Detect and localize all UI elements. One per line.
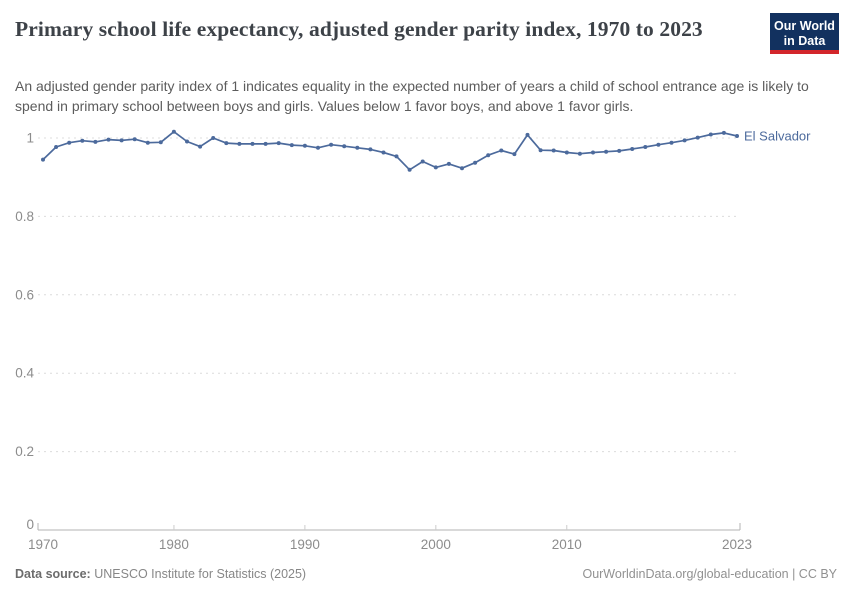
y-tick-label-0.2: 0.2 bbox=[15, 444, 34, 459]
data-source-label: Data source: bbox=[15, 567, 91, 581]
owid-logo[interactable]: Our World in Data bbox=[770, 13, 839, 54]
data-point bbox=[512, 152, 517, 157]
y-tick-label-0.8: 0.8 bbox=[15, 209, 34, 224]
data-point bbox=[119, 138, 124, 143]
data-point bbox=[682, 138, 687, 143]
data-point bbox=[67, 140, 72, 145]
data-point bbox=[41, 157, 45, 162]
data-point bbox=[250, 141, 255, 146]
data-point bbox=[433, 165, 438, 170]
data-point bbox=[617, 148, 622, 153]
chart-footer: Data source: UNESCO Institute for Statis… bbox=[15, 567, 837, 581]
y-tick-label-0.6: 0.6 bbox=[15, 287, 34, 302]
chart-subtitle: An adjusted gender parity index of 1 ind… bbox=[15, 78, 809, 114]
data-point bbox=[171, 129, 176, 134]
data-point bbox=[538, 148, 543, 153]
data-point bbox=[721, 130, 726, 135]
logo-line-1: Our World bbox=[774, 18, 835, 33]
data-point bbox=[460, 166, 464, 171]
data-point bbox=[420, 159, 425, 164]
data-point bbox=[316, 145, 320, 150]
data-source-value: UNESCO Institute for Statistics (2025) bbox=[94, 567, 307, 581]
x-tick-label-1990: 1990 bbox=[290, 537, 320, 552]
data-point bbox=[486, 153, 491, 158]
logo-line-2: in Data bbox=[783, 33, 826, 48]
x-tick-label-2000: 2000 bbox=[421, 537, 451, 552]
x-tick-label-1980: 1980 bbox=[159, 537, 189, 552]
data-point bbox=[499, 148, 504, 153]
data-point bbox=[695, 135, 700, 140]
data-point bbox=[394, 154, 399, 159]
y-tick-label-1: 1 bbox=[26, 131, 34, 146]
data-point bbox=[342, 144, 347, 149]
data-point bbox=[604, 149, 609, 154]
data-point bbox=[630, 147, 635, 151]
data-point bbox=[224, 141, 229, 146]
series-end-label: El Salvador bbox=[744, 129, 811, 144]
data-point bbox=[656, 142, 661, 147]
data-point bbox=[145, 140, 150, 145]
data-point bbox=[289, 143, 294, 148]
data-point bbox=[54, 145, 59, 149]
x-tick-label-1970: 1970 bbox=[28, 537, 58, 552]
data-point bbox=[551, 148, 556, 153]
data-point bbox=[564, 150, 569, 155]
y-tick-label-0.4: 0.4 bbox=[15, 366, 34, 381]
x-tick-label-2023: 2023 bbox=[722, 537, 752, 552]
x-tick-label-2010: 2010 bbox=[552, 537, 582, 552]
data-point bbox=[525, 132, 530, 137]
data-point bbox=[591, 150, 595, 155]
data-point bbox=[158, 140, 163, 145]
series-line-el-salvador bbox=[42, 130, 738, 171]
y-tick-label-0: 0 bbox=[26, 517, 34, 532]
attribution-link[interactable]: OurWorldinData.org/global-education | CC… bbox=[582, 567, 837, 581]
data-point bbox=[355, 145, 360, 150]
data-point bbox=[80, 138, 85, 143]
data-point bbox=[211, 136, 216, 140]
data-point bbox=[643, 145, 648, 149]
data-point bbox=[237, 141, 242, 146]
data-point bbox=[302, 143, 307, 148]
data-point bbox=[473, 160, 478, 165]
data-source-note: Data source: UNESCO Institute for Statis… bbox=[15, 567, 306, 581]
data-point bbox=[263, 141, 268, 146]
data-point bbox=[407, 167, 412, 172]
data-point bbox=[381, 150, 386, 155]
data-point bbox=[198, 144, 203, 149]
data-point bbox=[669, 140, 674, 145]
data-point bbox=[185, 139, 189, 144]
data-point bbox=[132, 137, 137, 142]
data-point bbox=[93, 139, 98, 144]
data-point bbox=[577, 151, 582, 156]
data-point bbox=[329, 142, 334, 147]
logo-red-stripe bbox=[770, 50, 839, 54]
data-point bbox=[708, 132, 713, 137]
data-point bbox=[276, 141, 281, 146]
data-point bbox=[368, 147, 373, 152]
data-point bbox=[106, 137, 111, 142]
data-point bbox=[735, 134, 739, 138]
chart-title: Primary school life expectancy, adjusted… bbox=[15, 17, 703, 41]
data-point bbox=[446, 161, 451, 166]
